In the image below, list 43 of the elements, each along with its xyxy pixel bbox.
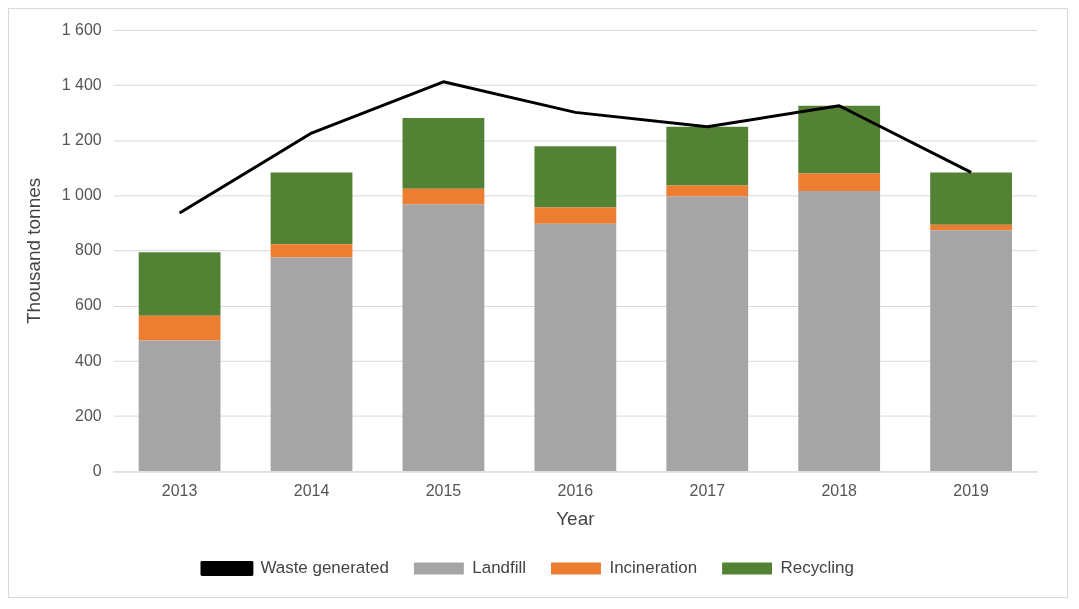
bar (930, 224, 1012, 231)
bar (930, 230, 1012, 471)
y-tick-label: 1 600 (61, 20, 102, 38)
bar (930, 172, 1012, 225)
y-tick-label: 0 (92, 461, 102, 479)
bar (534, 223, 617, 471)
y-tick-label: 1 400 (61, 76, 102, 94)
x-axis-title: Year (556, 508, 595, 530)
bar (666, 126, 749, 186)
y-tick-label: 600 (75, 296, 102, 314)
bar (798, 173, 881, 191)
bar (534, 207, 617, 224)
x-tick-label: 2014 (293, 482, 330, 500)
bar (666, 185, 749, 197)
bar (138, 340, 221, 471)
x-tick-label: 2013 (161, 482, 198, 500)
bar (402, 117, 485, 189)
bar (402, 204, 485, 471)
bar (270, 257, 353, 471)
x-tick-label: 2015 (425, 482, 462, 500)
y-tick-label: 200 (75, 406, 102, 424)
bar (270, 244, 353, 258)
legend-label: Waste generated (260, 558, 389, 578)
bar (666, 196, 749, 471)
x-tick-label: 2019 (953, 482, 989, 500)
y-axis-title: Thousand tonnes (22, 177, 44, 325)
y-tick-label: 400 (75, 351, 102, 369)
y-tick-label: 800 (75, 241, 102, 259)
x-tick-label: 2016 (557, 482, 594, 500)
legend-label: Incineration (609, 558, 698, 578)
bar (138, 315, 221, 341)
x-tick-label: 2018 (821, 482, 858, 500)
x-tick-label: 2017 (689, 482, 726, 500)
bar (402, 188, 485, 205)
bar (798, 105, 881, 174)
y-tick-label: 1 000 (61, 186, 102, 204)
bar (798, 190, 881, 471)
bar (534, 146, 617, 208)
legend-label: Recycling (780, 558, 854, 578)
legend-label: Landfill (472, 558, 527, 578)
bar (138, 252, 221, 316)
y-tick-label: 1 200 (61, 131, 102, 149)
bar (270, 172, 353, 245)
